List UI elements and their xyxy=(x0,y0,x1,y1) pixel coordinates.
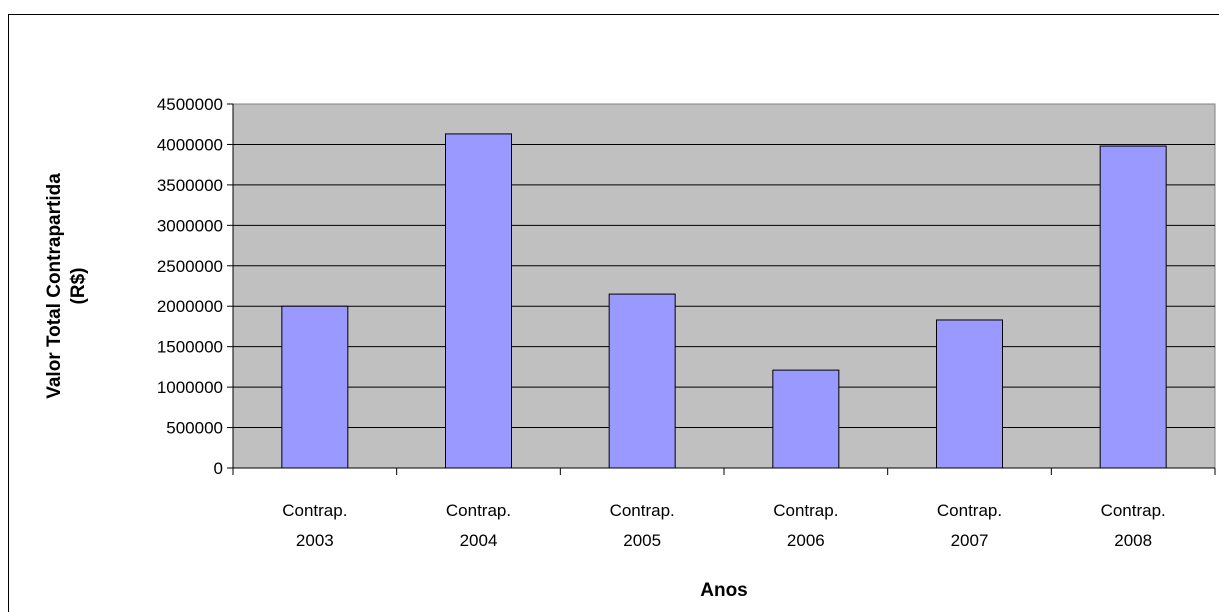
bar xyxy=(1099,145,1167,469)
bar xyxy=(608,293,676,469)
bar xyxy=(936,319,1003,469)
x-tick-label: Contrap. 2008 xyxy=(1101,501,1166,550)
y-tick-label: 2500000 xyxy=(157,257,223,276)
x-tick-label: Contrap. 2007 xyxy=(937,501,1002,550)
y-tick-label: 0 xyxy=(214,459,223,478)
y-tick-label: 4000000 xyxy=(157,135,223,154)
y-tick-label: 1000000 xyxy=(157,378,223,397)
y-tick-label: 3000000 xyxy=(157,216,223,235)
bar xyxy=(281,305,349,469)
x-tick-label: Contrap. 2006 xyxy=(773,501,838,550)
y-tick-label: 1500000 xyxy=(157,338,223,357)
x-tick-label: Contrap. 2004 xyxy=(446,501,511,550)
x-tick-label: Contrap. 2005 xyxy=(610,501,675,550)
x-axis-title: Anos xyxy=(700,580,748,601)
y-tick-label: 4500000 xyxy=(157,95,223,114)
bar xyxy=(772,369,840,469)
x-tick-label: Contrap. 2003 xyxy=(282,501,347,550)
bar xyxy=(445,133,512,469)
y-tick-label: 3500000 xyxy=(157,176,223,195)
y-axis-title: Valor Total Contrapartida (R$) xyxy=(44,173,89,399)
y-tick-label: 2000000 xyxy=(157,297,223,316)
plot-area xyxy=(232,103,1216,469)
y-tick-label: 500000 xyxy=(166,419,223,438)
